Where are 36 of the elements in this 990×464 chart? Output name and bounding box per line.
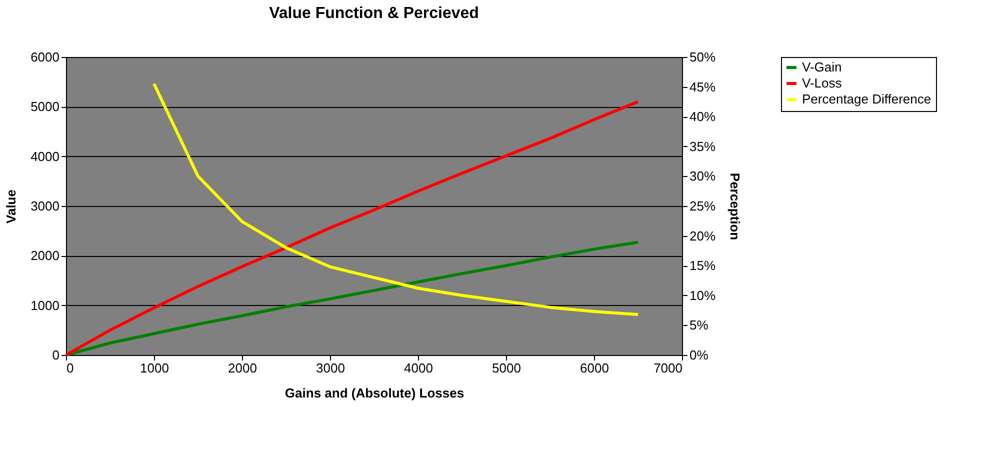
x-tick-label: 5000 [492, 360, 521, 376]
y-axis-title: Value [4, 190, 19, 224]
x-tick-label: 7000 [654, 360, 682, 376]
line-series [64, 100, 640, 356]
y2-tick-label: 25% [690, 198, 716, 214]
y2-tick-label: 20% [690, 228, 716, 244]
x-tick-label: 3000 [316, 360, 345, 376]
legend-label: V-Loss [802, 76, 842, 90]
y-tick-label: 5000 [30, 99, 60, 114]
x-tick-label: 2000 [228, 360, 257, 376]
y2-tick-label: 50% [690, 50, 716, 64]
y2-tick-label: 5% [690, 318, 709, 333]
legend-label: Percentage Difference [802, 92, 932, 106]
y2-tick-label: 45% [690, 79, 716, 94]
y-tick-label: 1000 [30, 298, 60, 313]
y2-tick-label: 30% [690, 168, 716, 184]
y-tick-label: 4000 [30, 148, 60, 164]
x-tick-label: 6000 [580, 360, 609, 376]
y-tick-label: 3000 [30, 198, 60, 214]
x-tick-label: 4000 [404, 360, 433, 376]
y2-tick-label: 10% [690, 288, 716, 303]
x-tick-label: 1000 [140, 360, 169, 376]
x-tick-label: 0 [66, 360, 74, 376]
chart-title: Value Function & Percieved [269, 5, 479, 22]
legend-label: V-Gain [802, 60, 842, 74]
y2-tick-label: 40% [690, 109, 716, 124]
y-tick-label: 2000 [30, 248, 60, 264]
y-tick-label: 6000 [30, 50, 60, 64]
line-series [152, 82, 640, 316]
y2-axis-title: Perception [728, 172, 743, 240]
y2-tick-label: 15% [690, 258, 716, 274]
y-tick-label: 0 [52, 348, 60, 362]
line-series [64, 240, 640, 356]
y2-tick-label: 35% [690, 138, 716, 154]
y2-tick-label: 0% [690, 348, 709, 362]
x-axis-title: Gains and (Absolute) Losses [284, 386, 464, 400]
